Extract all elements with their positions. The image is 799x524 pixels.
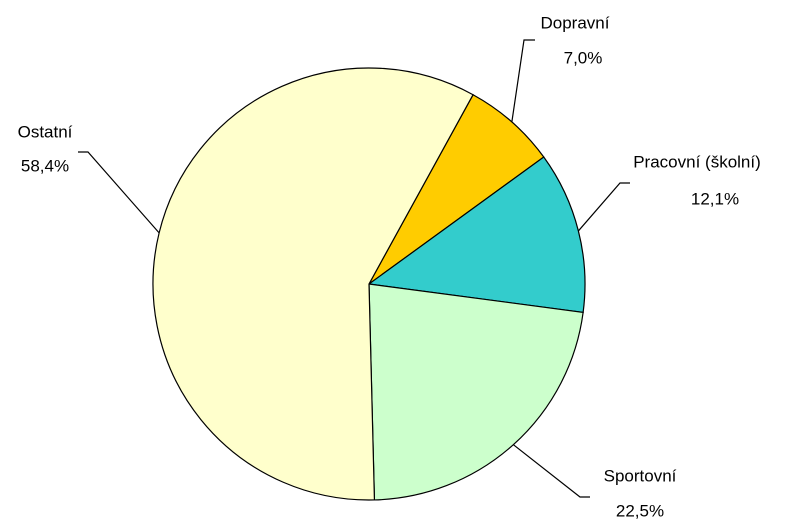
value-label: 22,5% bbox=[616, 501, 664, 520]
leader-line bbox=[577, 182, 630, 232]
value-label: 58,4% bbox=[21, 156, 69, 175]
pie-slice bbox=[152, 67, 474, 501]
value-label: 7,0% bbox=[564, 48, 603, 67]
slice-label: Sportovní bbox=[604, 466, 677, 485]
leader-line bbox=[78, 151, 160, 234]
leader-line bbox=[512, 444, 590, 498]
leader-line bbox=[511, 39, 535, 123]
slice-label: Ostatní bbox=[18, 122, 73, 141]
slice-label: Dopravní bbox=[541, 13, 610, 32]
value-label: 12,1% bbox=[691, 189, 739, 208]
pie-slice bbox=[368, 283, 584, 501]
slice-label: Pracovní (školní) bbox=[633, 152, 761, 171]
